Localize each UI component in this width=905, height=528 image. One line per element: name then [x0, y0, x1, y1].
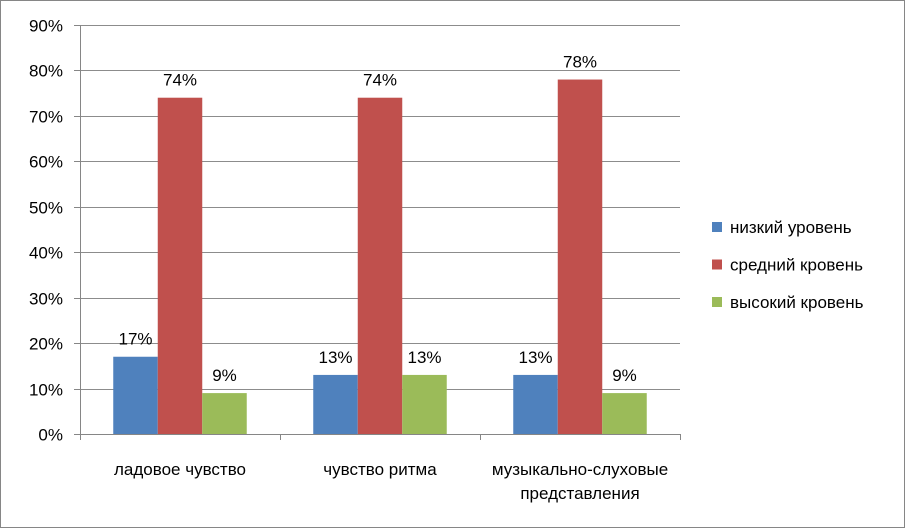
y-tick-label: 50%	[29, 199, 63, 218]
y-tick-label: 0%	[38, 426, 63, 445]
data-label: 9%	[612, 366, 637, 385]
category-label: чувство ритма	[323, 460, 437, 479]
bar-series-1-category-1	[113, 356, 158, 434]
data-label: 17%	[118, 330, 152, 349]
data-label: 13%	[518, 348, 552, 367]
category-label: ладовое чувство	[114, 460, 246, 479]
bar-series-2-category-1	[157, 97, 203, 434]
bars	[113, 79, 647, 435]
category-label: музыкально-слуховые представления	[491, 460, 669, 503]
y-tick-label: 80%	[29, 62, 63, 81]
bar-series-1-category-2	[313, 374, 358, 434]
y-tick-label: 10%	[29, 381, 63, 400]
y-tick-label: 30%	[29, 290, 63, 309]
legend-label: средний кровень	[730, 256, 863, 275]
y-tick-label: 20%	[29, 335, 63, 354]
legend-marker	[712, 297, 722, 307]
legend-label: высокий кровень	[730, 293, 864, 312]
bar-series-2-category-3	[557, 79, 603, 435]
y-tick-label: 70%	[29, 108, 63, 127]
axes	[74, 25, 681, 440]
legend-label: низкий уровень	[730, 218, 852, 237]
legend-marker	[712, 222, 722, 232]
legend: низкий уровень средний кровень высокий кро…	[712, 218, 864, 312]
data-label: 13%	[318, 348, 352, 367]
data-labels: 17% 13% 13% 74% 74% 78% 9% 13% 9%	[118, 53, 636, 386]
y-tick-label: 40%	[29, 244, 63, 263]
bar-series-3-category-3	[602, 393, 647, 434]
bar-series-3-category-2	[402, 374, 447, 434]
bar-series-1-category-3	[513, 374, 558, 434]
data-label: 9%	[212, 366, 237, 385]
legend-marker	[712, 259, 722, 270]
y-tick-label: 60%	[29, 153, 63, 172]
bar-series-2-category-2	[357, 97, 403, 434]
y-tick-label: 90%	[29, 17, 63, 36]
data-label: 74%	[163, 71, 197, 90]
data-label: 74%	[363, 71, 397, 90]
bar-series-3-category-1	[202, 393, 247, 434]
data-label: 78%	[563, 53, 597, 72]
y-axis-tick-labels: 0% 10% 20% 30% 40% 50% 60% 70% 80% 90%	[29, 17, 63, 445]
data-label: 13%	[407, 348, 441, 367]
